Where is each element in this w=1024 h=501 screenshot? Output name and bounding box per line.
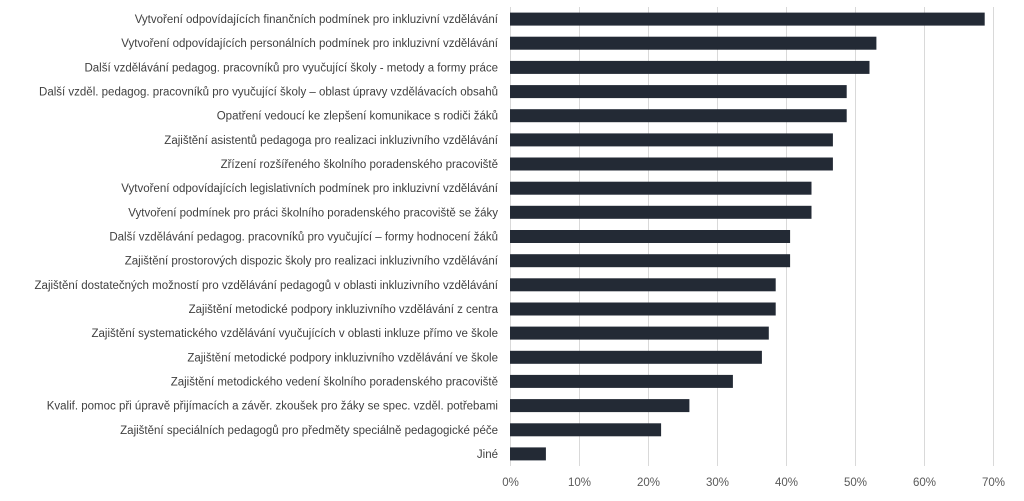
category-label: Zajištění dostatečných možností pro vzdě… xyxy=(35,280,499,292)
category-label: Zajištění prostorových dispozic školy pr… xyxy=(125,256,499,268)
category-label: Zřízení rozšířeného školního poradenskéh… xyxy=(221,159,498,171)
bar xyxy=(510,205,812,219)
category-label: Zajištění asistentů pedagoga pro realiza… xyxy=(164,135,499,147)
bar xyxy=(510,423,662,437)
bar xyxy=(510,85,847,99)
category-label: Vytvoření odpovídajících legislativních … xyxy=(121,183,499,195)
x-tick-label: 60% xyxy=(913,477,936,489)
category-label: Opatření vedoucí ke zlepšení komunikace … xyxy=(217,111,498,123)
bar xyxy=(510,109,847,123)
bar xyxy=(510,399,690,413)
bar xyxy=(510,181,812,195)
category-label: Další vzdělávání pedagog. pracovníků pro… xyxy=(109,232,498,244)
category-label: Jiné xyxy=(477,449,498,461)
bar xyxy=(510,60,870,74)
category-label: Kvalif. pomoc při úpravě přijímacích a z… xyxy=(47,401,498,413)
x-tick-label: 20% xyxy=(637,477,660,489)
category-label: Vytvoření odpovídajících personálních po… xyxy=(121,38,499,50)
bar xyxy=(510,326,769,340)
bar xyxy=(510,230,791,243)
bar xyxy=(510,278,776,292)
bar xyxy=(510,302,776,316)
bar xyxy=(510,350,762,364)
x-axis-tick-labels: 0% 10% 20% 30% 40% 50% 60% 70% xyxy=(502,477,1005,489)
category-label: Zajištění systematického vzdělávání vyuč… xyxy=(91,328,498,340)
x-tick-label: 40% xyxy=(775,477,798,489)
category-label: Vytvoření podmínek pro práci školního po… xyxy=(128,207,498,219)
x-tick-label: 0% xyxy=(502,477,519,489)
bar xyxy=(510,374,733,388)
x-tick-label: 70% xyxy=(982,477,1005,489)
category-label: Zajištění metodické podpory inkluzivního… xyxy=(189,304,499,316)
category-label: Zajištění metodické podpory inkluzivního… xyxy=(187,352,498,364)
category-labels: Vytvoření odpovídajících finančních podm… xyxy=(35,14,499,461)
bar xyxy=(510,447,546,461)
category-label: Vytvoření odpovídajících finančních podm… xyxy=(135,14,499,26)
category-label: Další vzdělávání pedagog. pracovníků pro… xyxy=(84,62,498,74)
bar xyxy=(510,36,877,50)
category-label: Zajištění metodického vedení školního po… xyxy=(171,376,498,388)
category-label: Další vzděl. pedagog. pracovníků pro vyu… xyxy=(39,87,498,99)
x-tick-label: 50% xyxy=(844,477,867,489)
bar xyxy=(510,254,791,268)
category-label: Zajištění speciálních pedagogů pro předm… xyxy=(120,425,498,437)
x-tick-label: 10% xyxy=(568,477,591,489)
bar xyxy=(510,12,985,26)
bar xyxy=(510,157,833,171)
bar xyxy=(510,133,833,147)
x-tick-label: 30% xyxy=(706,477,729,489)
bars xyxy=(510,12,985,461)
